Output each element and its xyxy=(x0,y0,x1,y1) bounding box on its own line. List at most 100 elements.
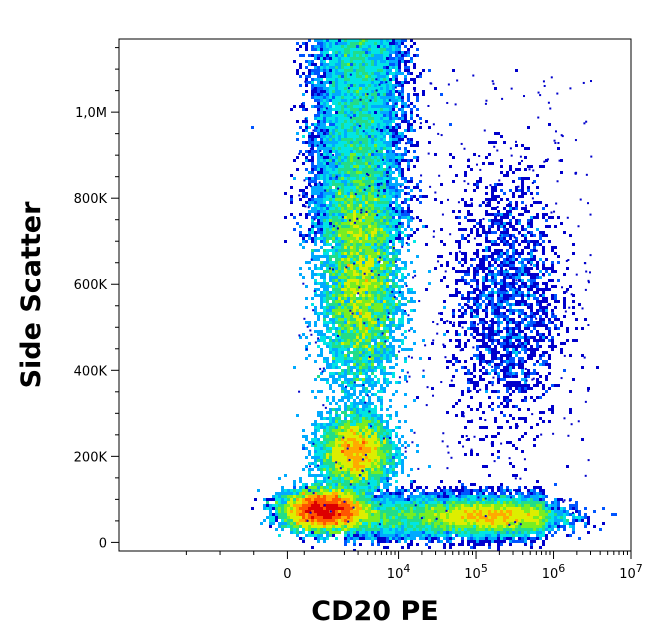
density-cell xyxy=(515,267,518,270)
density-cell xyxy=(314,255,317,258)
density-cell xyxy=(332,234,335,237)
density-cell xyxy=(395,324,398,327)
density-cell xyxy=(350,228,353,231)
density-cell xyxy=(380,387,383,390)
density-cell xyxy=(314,396,317,399)
density-cell xyxy=(347,351,350,354)
density-cell xyxy=(521,267,524,270)
density-cell xyxy=(383,219,386,222)
density-cell xyxy=(323,177,326,180)
density-cell xyxy=(356,306,359,309)
density-cell xyxy=(506,297,509,300)
density-cell xyxy=(506,210,509,213)
density-cell xyxy=(353,387,356,390)
density-cell xyxy=(383,87,386,90)
density-cell xyxy=(401,303,404,306)
density-cell xyxy=(410,159,413,162)
density-cell xyxy=(311,135,314,138)
density-cell xyxy=(359,243,362,246)
density-cell xyxy=(332,123,335,126)
density-cell xyxy=(401,54,404,57)
density-cell xyxy=(383,327,386,330)
density-cell xyxy=(392,111,395,114)
density-cell xyxy=(365,225,368,228)
density-cell xyxy=(416,75,419,78)
density-cell xyxy=(383,147,386,150)
density-cell xyxy=(317,141,320,144)
density-cell xyxy=(347,309,350,312)
density-cell xyxy=(335,294,338,297)
density-cell xyxy=(317,69,320,72)
density-cell xyxy=(386,225,389,228)
density-cell xyxy=(335,321,338,324)
density-cell xyxy=(518,363,521,366)
density-cell xyxy=(371,378,374,381)
density-cell xyxy=(353,327,356,330)
density-cell xyxy=(350,198,353,201)
density-cell xyxy=(359,81,362,84)
density-cell xyxy=(332,195,335,198)
density-cell xyxy=(362,294,365,297)
density-cell xyxy=(344,48,347,51)
density-cell xyxy=(506,213,509,216)
density-cell xyxy=(371,75,374,78)
density-cell xyxy=(413,165,416,168)
density-cell xyxy=(323,378,326,381)
density-cell xyxy=(365,135,368,138)
density-cell xyxy=(365,180,368,183)
density-cell xyxy=(356,246,359,249)
density-cell xyxy=(545,300,548,303)
density-cell xyxy=(305,261,308,264)
density-cell xyxy=(524,270,527,273)
density-cell xyxy=(530,240,533,243)
density-cell xyxy=(560,351,563,354)
density-cell xyxy=(395,147,398,150)
density-cell xyxy=(374,294,377,297)
density-cell xyxy=(515,228,518,231)
density-cell xyxy=(380,105,383,108)
density-cell xyxy=(359,57,362,60)
density-cell xyxy=(338,99,341,102)
density-cell xyxy=(353,210,356,213)
density-cell xyxy=(380,237,383,240)
density-cell xyxy=(401,339,404,342)
density-cell xyxy=(305,126,308,129)
density-cell xyxy=(359,144,362,147)
density-cell xyxy=(482,231,485,234)
density-cell xyxy=(362,225,365,228)
density-cell xyxy=(479,351,482,354)
density-cell xyxy=(572,312,575,315)
density-cell xyxy=(533,354,536,357)
density-cell xyxy=(341,96,344,99)
density-cell xyxy=(332,210,335,213)
density-cell xyxy=(518,285,521,288)
density-cell xyxy=(320,225,323,228)
density-cell xyxy=(386,69,389,72)
density-cell xyxy=(323,291,326,294)
density-cell xyxy=(323,45,326,48)
density-cell xyxy=(461,234,464,237)
density-cell xyxy=(338,198,341,201)
density-cell xyxy=(494,189,497,192)
density-cell xyxy=(374,282,377,285)
density-cell xyxy=(473,324,476,327)
density-cell xyxy=(503,294,506,297)
density-cell xyxy=(533,201,536,204)
density-cell xyxy=(335,204,338,207)
density-cell xyxy=(443,300,446,303)
density-cell xyxy=(314,210,317,213)
density-cell xyxy=(362,270,365,273)
density-cell xyxy=(392,84,395,87)
density-cell xyxy=(290,174,293,177)
density-cell xyxy=(542,252,545,255)
density-cell xyxy=(314,360,317,363)
density-cell xyxy=(362,165,365,168)
density-cell xyxy=(362,258,365,261)
density-cell xyxy=(395,219,398,222)
density-cell xyxy=(374,153,377,156)
density-cell xyxy=(335,291,338,294)
density-cell xyxy=(374,222,377,225)
density-cell xyxy=(356,354,359,357)
density-cell xyxy=(410,219,413,222)
density-cell xyxy=(359,177,362,180)
